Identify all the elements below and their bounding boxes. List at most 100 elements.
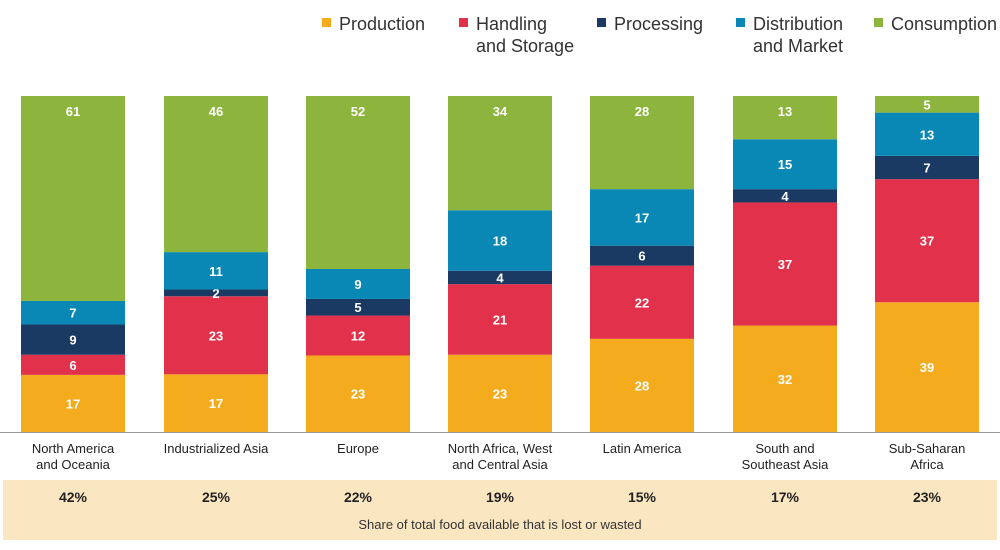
bar-value-label-north-africa-west-and-central-asia-processing: 4 — [496, 270, 504, 285]
bar-value-label-europe-consumption: 52 — [351, 104, 365, 119]
category-labels: North America and Oceania Industrialized A… — [32, 441, 966, 472]
bar-value-label-industrialized-asia-distribution-and-market: 11 — [209, 264, 223, 279]
bar-segment-north-africa-west-and-central-asia-processing — [448, 270, 552, 285]
share-caption: Share of total food available that is lo… — [358, 517, 641, 532]
legend-label-distribution-and-market: Distribution and Market — [753, 14, 843, 56]
bar-value-label-south-and-southeast-asia-distribution-and-market: 15 — [778, 157, 792, 172]
legend-label-handling-and-storage: Handling and Storage — [476, 14, 574, 56]
bar-segment-south-and-southeast-asia-distribution-and-market — [733, 139, 837, 190]
category-label-latin-america: Latin America — [603, 441, 683, 456]
bar-segment-north-africa-west-and-central-asia-consumption — [448, 96, 552, 211]
category-label-sub-saharan-africa: Sub-Saharan Africa — [889, 441, 966, 472]
bar-segment-industrialized-asia-consumption — [164, 96, 268, 253]
share-value-europe: 22% — [344, 489, 373, 505]
bar-value-label-latin-america-processing: 6 — [638, 249, 645, 264]
share-value-north-america-and-oceania: 42% — [59, 489, 88, 505]
bar-value-label-industrialized-asia-handling-and-storage: 23 — [209, 328, 223, 343]
bar-value-label-sub-saharan-africa-consumption: 5 — [923, 97, 930, 112]
bar-value-label-latin-america-consumption: 28 — [635, 104, 649, 119]
bar-value-label-south-and-southeast-asia-processing: 4 — [781, 189, 789, 204]
bar-segment-north-africa-west-and-central-asia-handling-and-storage — [448, 284, 552, 355]
bar-value-label-industrialized-asia-processing: 2 — [212, 286, 219, 301]
bar-segment-south-and-southeast-asia-consumption — [733, 96, 837, 140]
bar-segment-industrialized-asia-production — [164, 374, 268, 432]
bar-segment-europe-handling-and-storage — [306, 315, 410, 356]
legend-swatch-production — [322, 18, 331, 27]
share-values: 42% 25% 22% 19% 15% 17% 23% — [59, 489, 942, 505]
category-label-europe: Europe — [337, 441, 379, 456]
bar-segment-north-america-and-oceania-production — [21, 374, 125, 432]
bar-value-label-north-america-and-oceania-handling-and-storage: 6 — [69, 358, 76, 373]
share-value-latin-america: 15% — [628, 489, 657, 505]
bar-segment-latin-america-processing — [590, 245, 694, 266]
share-value-south-and-southeast-asia: 17% — [771, 489, 800, 505]
bar-segment-europe-production — [306, 355, 410, 432]
category-label-north-america-and-oceania: North America and Oceania — [32, 441, 115, 472]
bar-segment-north-america-and-oceania-processing — [21, 324, 125, 355]
bar-value-label-north-africa-west-and-central-asia-consumption: 34 — [493, 104, 508, 119]
bar-value-label-latin-america-production: 28 — [635, 378, 649, 393]
legend: Production Handling and Storage Processing D… — [322, 14, 997, 56]
bar-value-label-europe-handling-and-storage: 12 — [351, 329, 365, 344]
bar-value-label-north-america-and-oceania-processing: 9 — [69, 333, 76, 348]
share-value-sub-saharan-africa: 23% — [913, 489, 942, 505]
category-label-south-and-southeast-asia: South and Southeast Asia — [742, 441, 829, 472]
bar-value-label-europe-processing: 5 — [354, 300, 361, 315]
bar-segment-north-america-and-oceania-handling-and-storage — [21, 354, 125, 375]
bar-segment-south-and-southeast-asia-processing — [733, 189, 837, 203]
bar-segment-sub-saharan-africa-handling-and-storage — [875, 179, 979, 303]
legend-swatch-consumption — [874, 18, 883, 27]
bar-segment-south-and-southeast-asia-handling-and-storage — [733, 202, 837, 326]
bar-segment-sub-saharan-africa-distribution-and-market — [875, 112, 979, 156]
bar-value-label-latin-america-handling-and-storage: 22 — [635, 295, 649, 310]
bar-value-label-north-africa-west-and-central-asia-production: 23 — [493, 386, 507, 401]
bar-segment-north-africa-west-and-central-asia-production — [448, 354, 552, 432]
bar-value-label-north-america-and-oceania-production: 17 — [66, 396, 80, 411]
bar-value-label-latin-america-distribution-and-market: 17 — [635, 210, 649, 225]
bar-segment-europe-consumption — [306, 96, 410, 269]
bar-value-label-sub-saharan-africa-processing: 7 — [923, 161, 930, 176]
bar-segment-industrialized-asia-distribution-and-market — [164, 252, 268, 290]
legend-label-production: Production — [339, 14, 425, 34]
bar-segment-europe-distribution-and-market — [306, 268, 410, 299]
bar-segment-south-and-southeast-asia-production — [733, 325, 837, 432]
bar-segment-latin-america-consumption — [590, 96, 694, 190]
bar-segment-europe-processing — [306, 298, 410, 316]
legend-label-processing: Processing — [614, 14, 703, 34]
bar-value-label-north-africa-west-and-central-asia-handling-and-storage: 21 — [493, 312, 507, 327]
bar-segment-industrialized-asia-processing — [164, 289, 268, 297]
share-value-industrialized-asia: 25% — [202, 489, 231, 505]
bar-segment-sub-saharan-africa-consumption — [875, 96, 979, 113]
bar-value-label-north-america-and-oceania-consumption: 61 — [66, 104, 80, 119]
legend-swatch-handling-and-storage — [459, 18, 468, 27]
bar-segment-industrialized-asia-handling-and-storage — [164, 296, 268, 375]
bar-value-label-north-africa-west-and-central-asia-distribution-and-market: 18 — [493, 233, 507, 248]
category-label-industrialized-asia: Industrialized Asia — [164, 441, 270, 456]
bar-segment-north-america-and-oceania-consumption — [21, 96, 125, 301]
bar-segment-sub-saharan-africa-processing — [875, 155, 979, 180]
bar-value-label-south-and-southeast-asia-handling-and-storage: 37 — [778, 257, 792, 272]
bar-segment-sub-saharan-africa-production — [875, 302, 979, 432]
bar-value-label-sub-saharan-africa-distribution-and-market: 13 — [920, 127, 934, 142]
bar-value-label-south-and-southeast-asia-consumption: 13 — [778, 104, 792, 119]
bar-value-label-sub-saharan-africa-handling-and-storage: 37 — [920, 234, 934, 249]
bar-segment-latin-america-distribution-and-market — [590, 189, 694, 246]
bar-value-label-south-and-southeast-asia-production: 32 — [778, 372, 792, 387]
bar-value-label-industrialized-asia-production: 17 — [209, 396, 223, 411]
bar-stacks: 1769761172321146231259522321418342822617… — [21, 96, 979, 432]
bar-value-label-europe-distribution-and-market: 9 — [354, 277, 361, 292]
bar-value-label-industrialized-asia-consumption: 46 — [209, 104, 223, 119]
bar-value-label-north-america-and-oceania-distribution-and-market: 7 — [69, 306, 76, 321]
category-label-north-africa-west-and-central-asia: North Africa, West and Central Asia — [448, 441, 553, 472]
bar-value-label-europe-production: 23 — [351, 387, 365, 402]
share-value-north-africa-west-and-central-asia: 19% — [486, 489, 515, 505]
legend-label-consumption: Consumption — [891, 14, 997, 34]
bar-segment-north-america-and-oceania-distribution-and-market — [21, 300, 125, 325]
bar-segment-north-africa-west-and-central-asia-distribution-and-market — [448, 210, 552, 271]
share-panel — [3, 480, 997, 540]
legend-swatch-distribution-and-market — [736, 18, 745, 27]
bar-segment-latin-america-handling-and-storage — [590, 265, 694, 339]
legend-swatch-processing — [597, 18, 606, 27]
bar-value-label-sub-saharan-africa-production: 39 — [920, 360, 934, 375]
